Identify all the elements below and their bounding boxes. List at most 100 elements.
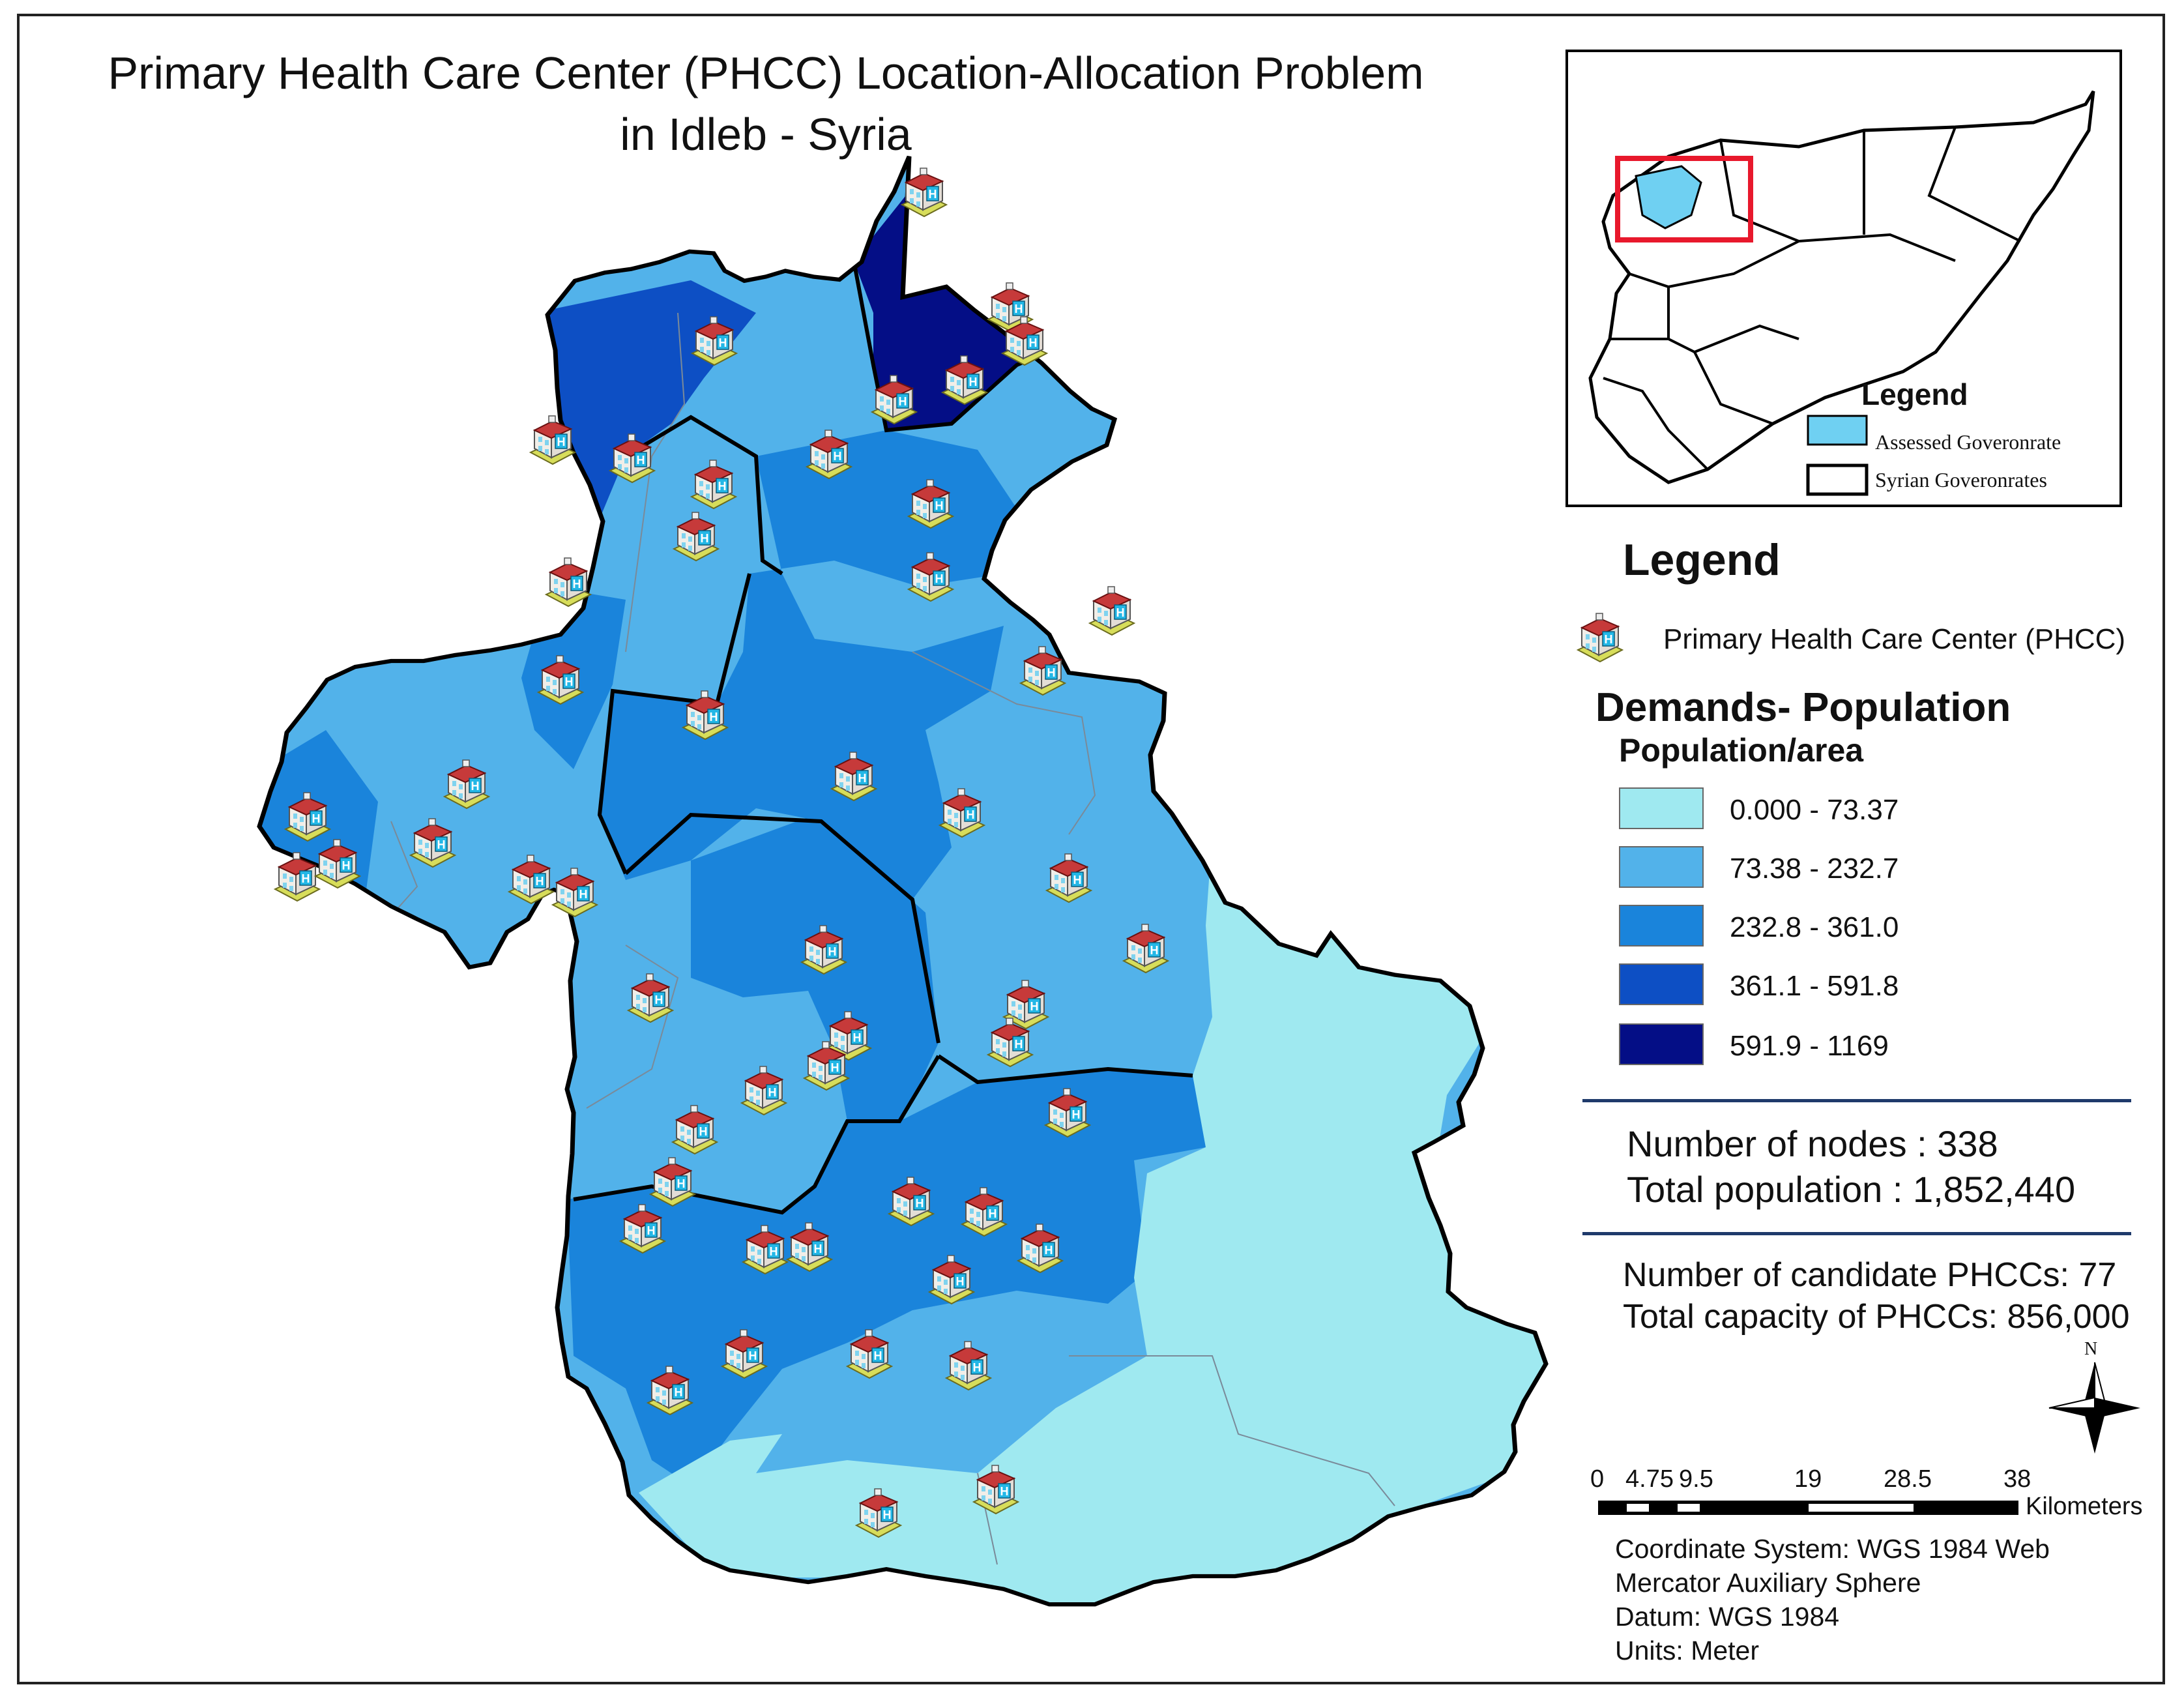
phcc-icon: H bbox=[845, 1329, 894, 1379]
phcc-icon: H bbox=[284, 792, 332, 842]
phcc-icon: H bbox=[741, 1225, 789, 1275]
svg-text:H: H bbox=[770, 1245, 778, 1258]
svg-text:H: H bbox=[899, 395, 907, 408]
datum-line: Datum: WGS 1984 bbox=[1615, 1602, 1840, 1632]
phcc-icon: H bbox=[1019, 646, 1067, 696]
legend-divider-1 bbox=[1582, 1099, 2131, 1102]
inset-legend-title: Legend bbox=[1861, 377, 1968, 411]
svg-text:H: H bbox=[565, 675, 574, 688]
svg-text:H: H bbox=[699, 1125, 708, 1138]
svg-text:H: H bbox=[916, 1197, 924, 1210]
phcc-icon: H bbox=[681, 690, 729, 741]
svg-text:H: H bbox=[536, 875, 544, 888]
phcc-icon: H bbox=[830, 752, 878, 802]
phcc-icon: H bbox=[690, 316, 738, 366]
inset-highlight-box bbox=[1615, 156, 1753, 242]
north-label: N bbox=[2084, 1339, 2098, 1359]
demand-title: Demands- Population bbox=[1595, 685, 2011, 730]
coordinate-system-line-1: Coordinate System: WGS 1984 Web bbox=[1615, 1534, 2050, 1564]
phcc-icon: H bbox=[972, 1465, 1020, 1515]
svg-text:H: H bbox=[1073, 873, 1082, 887]
svg-text:H: H bbox=[935, 499, 944, 512]
phcc-icon: H bbox=[672, 512, 720, 562]
scale-tick-4: 28.5 bbox=[1884, 1465, 1932, 1493]
class-swatch-1 bbox=[1619, 787, 1704, 829]
inset-idleb bbox=[1635, 165, 1702, 229]
phcc-icon: H bbox=[671, 1105, 719, 1155]
coordinate-system-line-2: Mercator Auxiliary Sphere bbox=[1615, 1568, 1921, 1598]
phcc-icon: H bbox=[800, 925, 848, 975]
class-swatch-4 bbox=[1619, 963, 1704, 1005]
svg-text:H: H bbox=[1047, 666, 1056, 679]
svg-text:H: H bbox=[647, 1224, 656, 1237]
inset-legend-syria: Syrian Goveronrates bbox=[1875, 468, 2047, 492]
stat-candidates: Number of candidate PHCCs: 77 bbox=[1623, 1256, 2117, 1294]
svg-text:H: H bbox=[1150, 944, 1159, 957]
svg-text:H: H bbox=[929, 188, 937, 201]
inset-map bbox=[1565, 50, 2122, 507]
svg-text:H: H bbox=[1605, 633, 1613, 646]
svg-text:H: H bbox=[573, 578, 581, 591]
stat-population: Total population : 1,852,440 bbox=[1627, 1169, 2076, 1210]
svg-text:H: H bbox=[701, 532, 709, 545]
phcc-icon: H bbox=[551, 868, 599, 918]
phcc-icon: H bbox=[805, 430, 853, 480]
class-label-2: 73.38 - 232.7 bbox=[1730, 853, 1899, 885]
phcc-icon: H bbox=[1088, 586, 1136, 636]
svg-text:H: H bbox=[719, 336, 727, 349]
phcc-icon: H bbox=[900, 168, 948, 218]
svg-text:H: H bbox=[1029, 336, 1038, 349]
phcc-icon: H bbox=[938, 788, 986, 838]
svg-text:H: H bbox=[1015, 302, 1023, 315]
phcc-icon: H bbox=[313, 839, 362, 889]
phcc-icon: H bbox=[690, 460, 738, 510]
district-class-1 bbox=[639, 834, 1546, 1605]
class-swatch-5 bbox=[1619, 1023, 1704, 1065]
svg-text:H: H bbox=[710, 711, 718, 724]
stat-nodes: Number of nodes : 338 bbox=[1627, 1123, 1998, 1164]
phcc-icon: H bbox=[986, 1018, 1034, 1068]
phcc-icon: H bbox=[608, 433, 656, 484]
demand-subtitle: Population/area bbox=[1619, 732, 1864, 769]
idleb-districts bbox=[259, 156, 1546, 1605]
inset-legend-swatch-syria bbox=[1806, 463, 1869, 496]
phcc-icon: H bbox=[1016, 1224, 1064, 1274]
svg-text:H: H bbox=[967, 808, 975, 821]
phcc-icon: H bbox=[626, 973, 675, 1023]
inset-legend-assessed: Assessed Goveronrate bbox=[1875, 430, 2061, 454]
svg-text:H: H bbox=[853, 1031, 862, 1044]
scale-tick-5: 38 bbox=[2003, 1465, 2031, 1493]
scale-tick-0: 0 bbox=[1590, 1465, 1605, 1493]
svg-text:H: H bbox=[677, 1177, 686, 1190]
stat-capacity: Total capacity of PHCCs: 856,000 bbox=[1623, 1298, 2130, 1336]
map-title-line-2: in Idleb - Syria bbox=[620, 109, 912, 160]
class-label-1: 0.000 - 73.37 bbox=[1730, 794, 1899, 826]
class-swatch-2 bbox=[1619, 846, 1704, 888]
svg-text:H: H bbox=[342, 859, 351, 872]
phcc-icon: H bbox=[443, 759, 491, 810]
district-class-3-middle bbox=[691, 815, 939, 1128]
svg-text:H: H bbox=[973, 1361, 982, 1374]
svg-text:H: H bbox=[655, 993, 663, 1006]
map-title-line-1: Primary Health Care Center (PHCC) Locati… bbox=[108, 48, 1424, 98]
svg-text:H: H bbox=[814, 1242, 823, 1255]
svg-text:H: H bbox=[989, 1207, 997, 1220]
svg-text:H: H bbox=[718, 480, 727, 493]
svg-text:H: H bbox=[312, 812, 321, 825]
phcc-icon: H bbox=[1000, 316, 1049, 366]
class-label-4: 361.1 - 591.8 bbox=[1730, 970, 1899, 1002]
svg-text:H: H bbox=[437, 838, 446, 851]
svg-text:H: H bbox=[828, 945, 837, 958]
phcc-icon: H bbox=[1002, 980, 1050, 1030]
phcc-icon: H bbox=[619, 1204, 667, 1254]
phcc-icon: H bbox=[854, 1488, 903, 1538]
phcc-icon: H bbox=[944, 1341, 993, 1391]
units-line: Units: Meter bbox=[1615, 1636, 1759, 1665]
svg-text:H: H bbox=[1072, 1108, 1081, 1121]
phcc-icon: H bbox=[907, 552, 955, 602]
phcc-legend-label: Primary Health Care Center (PHCC) bbox=[1663, 623, 2126, 655]
phcc-icon: H bbox=[1045, 853, 1093, 903]
phcc-icon: H bbox=[1043, 1088, 1092, 1138]
scale-bar bbox=[1598, 1501, 2018, 1515]
svg-text:H: H bbox=[302, 872, 310, 885]
